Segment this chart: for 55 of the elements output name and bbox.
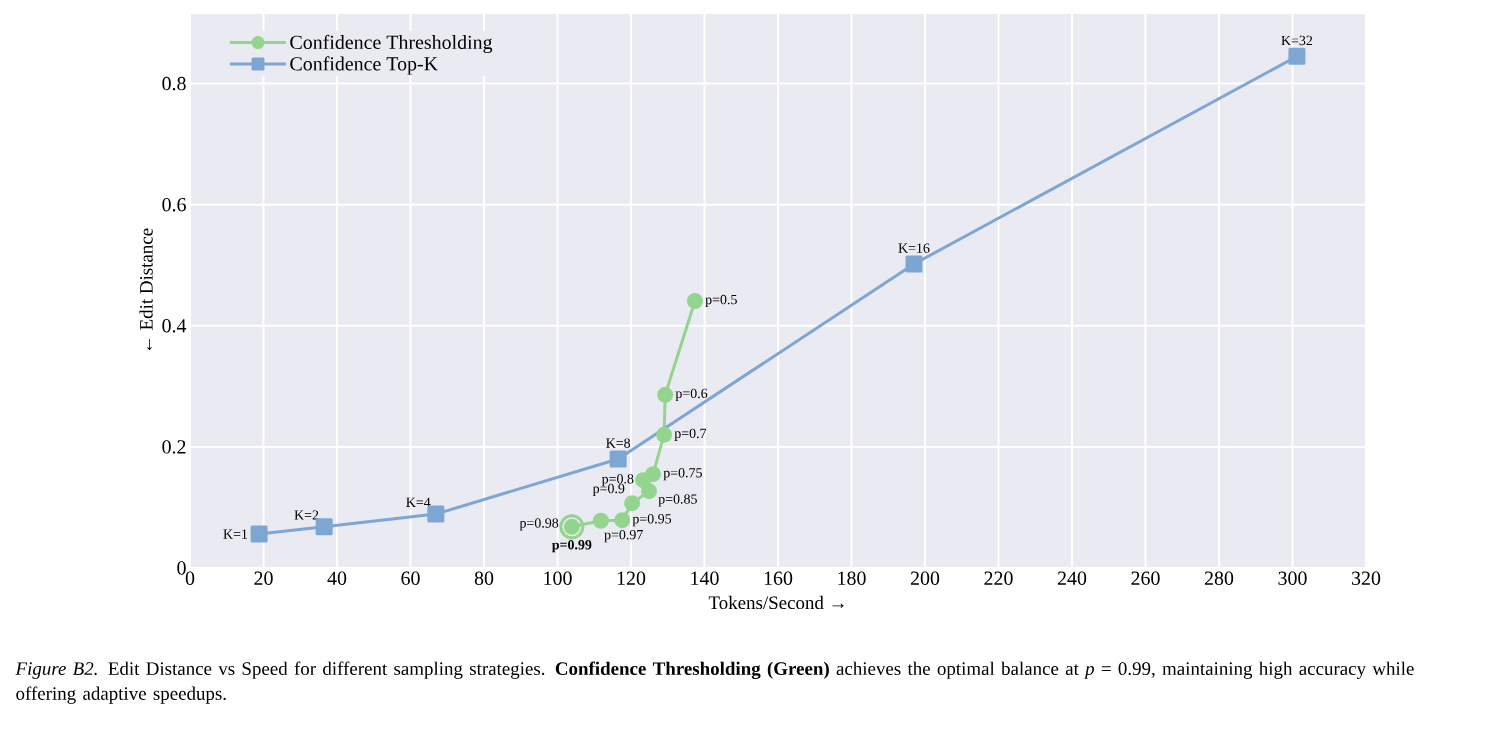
point: [656, 426, 673, 443]
point: [614, 512, 631, 529]
y-axis-title: ← Edit Distance: [139, 228, 153, 351]
point: [641, 483, 658, 500]
x-tick-label: 220: [984, 571, 1013, 585]
y-tick-label: 0.4: [162, 319, 187, 333]
x-tick-label: 80: [474, 571, 494, 585]
annotation: p=0.97: [604, 529, 643, 543]
point: [1288, 47, 1306, 65]
annotation: p=0.7: [674, 428, 707, 441]
annotation: p=0.85: [658, 494, 697, 507]
annotation: K=16: [898, 243, 930, 253]
annotation: K=4: [406, 497, 431, 507]
x-tick-label: 120: [617, 571, 646, 585]
x-tick-label: 180: [838, 571, 866, 585]
point: [427, 505, 445, 523]
x-tick-label: 20: [254, 571, 273, 585]
x-tick-label: 40: [327, 571, 347, 585]
point: [657, 386, 674, 403]
point: [250, 525, 268, 543]
text: Figure B2. Edit Distance vs Speed for different sampling strategies. Confidence Thresholding (Green) achieves the optimal balance at p = 0.99, maintaining high accuracy while offering adaptive speedups.: [15, 661, 1414, 704]
point: [315, 518, 333, 536]
point: [624, 495, 641, 512]
annotation: p=0.75: [663, 468, 702, 481]
x-tick-label: 100: [544, 571, 572, 585]
point: [905, 255, 923, 273]
x-tick-label: 240: [1057, 571, 1087, 585]
y-tick-label: 0.2: [162, 440, 186, 454]
annotation: p=0.99: [551, 540, 592, 553]
point: [686, 292, 703, 309]
annotation: p=0.5: [705, 294, 737, 308]
y-tick-label: 0.8: [162, 76, 186, 91]
annotation: K=1: [223, 529, 248, 539]
legend-label: Confidence Thresholding: [290, 34, 493, 54]
annotation: K=32: [1281, 35, 1313, 46]
x-axis-title: Tokens/Second →: [708, 595, 844, 610]
annotation: K=8: [606, 438, 631, 448]
y-tick-label: 0.6: [162, 197, 186, 212]
annotation: p=0.6: [675, 388, 708, 401]
annotation: K=2: [294, 510, 319, 520]
legend-label: Confidence Top-K: [290, 56, 438, 75]
x-tick-label: 200: [910, 571, 940, 585]
y-tick-label: 0: [177, 561, 186, 575]
annotation: p=0.98: [519, 518, 559, 531]
x-tick-label: 300: [1278, 571, 1307, 585]
x-tick-label: 140: [691, 571, 719, 585]
x-tick-label: 320: [1351, 571, 1381, 585]
x-tick-label: 60: [401, 571, 420, 585]
point: [592, 512, 609, 529]
annotation: p=0.95: [632, 514, 672, 527]
x-tick-label: 260: [1131, 571, 1160, 585]
point: [635, 472, 652, 489]
x-tick-label: 160: [764, 571, 793, 585]
point: [609, 450, 627, 468]
x-tick-label: 280: [1204, 571, 1234, 585]
